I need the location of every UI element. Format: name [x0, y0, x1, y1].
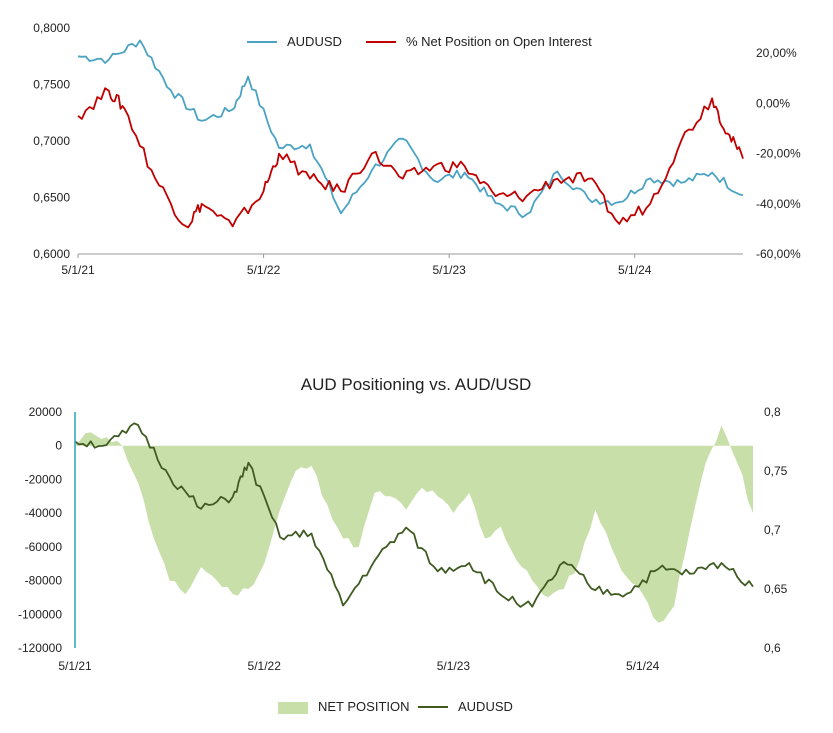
x-tick-label: 5/1/21: [58, 659, 92, 673]
y-right-tick-label: -40,00%: [756, 197, 801, 211]
y-left-tick-label: -60000: [25, 540, 63, 554]
legend-label: NET POSITION: [318, 699, 410, 714]
legend-label: AUDUSD: [458, 699, 513, 714]
series-area-net-position: [75, 425, 753, 623]
legend-label: AUDUSD: [287, 34, 342, 49]
series-line-audusd: [77, 39, 744, 219]
y-left-tick-label: -80000: [25, 574, 63, 588]
chart-title: AUD Positioning vs. AUD/USD: [301, 375, 532, 394]
y-left-tick-label: 0,6500: [33, 191, 70, 205]
y-left-tick-label: -20000: [25, 472, 63, 486]
y-left-tick-label: 0,7500: [33, 78, 70, 92]
y-left-tick-label: 0,7000: [33, 134, 70, 148]
chart-2: AUD Positioning vs. AUD/USD 20000 0 -20000 -…: [18, 375, 788, 714]
x-tick-label: 5/1/23: [437, 659, 471, 673]
x-tick-label: 5/1/24: [626, 659, 660, 673]
series-line--net-position-on-open-interest: [77, 87, 744, 229]
x-tick-label: 5/1/22: [248, 659, 282, 673]
y-right-tick-label: 0,75: [764, 464, 788, 478]
y-right-tick-label: 0,6: [764, 641, 781, 655]
y-right-tick-label: -20,00%: [756, 147, 801, 161]
x-tick-label: 5/1/23: [432, 263, 466, 277]
y-left-tick-label: 0,8000: [33, 21, 70, 35]
y-right-tick-label: 0,7: [764, 523, 781, 537]
x-tick-label: 5/1/22: [247, 263, 281, 277]
series-line-audusd: [74, 422, 754, 608]
legend-swatch: [278, 702, 308, 714]
y-left-tick-label: 20000: [29, 405, 63, 419]
y-right-tick-label: 20,00%: [756, 46, 797, 60]
y-left-tick-label: -40000: [25, 506, 63, 520]
y-right-tick-label: 0,65: [764, 582, 788, 596]
y-right-tick-label: 0,00%: [756, 96, 790, 110]
x-tick-label: 5/1/21: [61, 263, 95, 277]
y-right-tick-label: 0,8: [764, 405, 781, 419]
legend-label: % Net Position on Open Interest: [406, 34, 592, 49]
chart-1: 0,6000 0,6500 0,7000 0,7500 0,8000 -60,00% -40…: [33, 21, 801, 277]
y-left-tick-label: -120000: [18, 641, 62, 655]
y-left-tick-label: 0: [55, 439, 62, 453]
x-tick-label: 5/1/24: [618, 263, 652, 277]
y-right-tick-label: -60,00%: [756, 247, 801, 261]
y-left-tick-label: -100000: [18, 607, 62, 621]
y-left-tick-label: 0,6000: [33, 247, 70, 261]
